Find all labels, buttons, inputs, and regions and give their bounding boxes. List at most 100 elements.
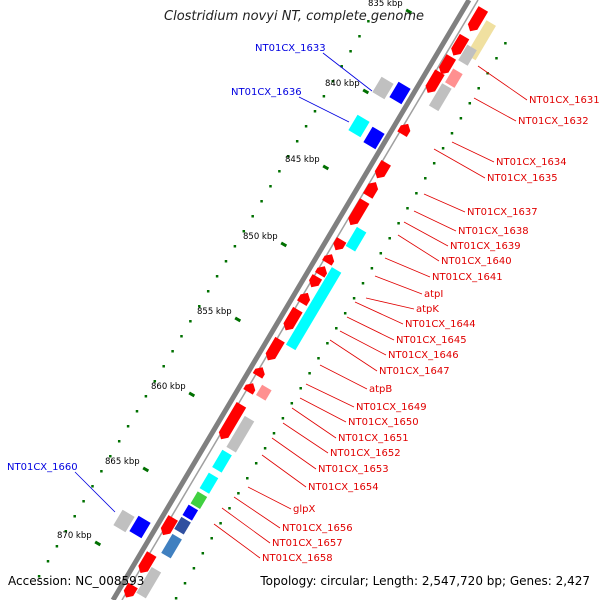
leader-line (299, 397, 347, 423)
gene-feature (428, 83, 452, 112)
tick-dot (254, 462, 258, 465)
gene-feature (161, 533, 182, 559)
gene-label: NT01CX_1636 (231, 87, 302, 98)
tick-dot (313, 110, 317, 113)
gene-feature (315, 266, 328, 278)
tick-dot (37, 575, 41, 578)
map-title: Clostridium novyi NT, complete genome (164, 9, 425, 24)
tick-dot (91, 485, 94, 488)
gene-feature (136, 566, 162, 599)
gene-feature (322, 254, 335, 266)
tick-dot (117, 440, 121, 443)
leader-line (329, 339, 378, 372)
leader-line (271, 437, 317, 470)
leader-line (282, 422, 329, 454)
tick-dot (109, 455, 112, 458)
gene-feature (129, 515, 151, 539)
scale-tick-mark (234, 316, 242, 323)
gene-feature (362, 182, 379, 199)
tick-dot (55, 545, 59, 548)
scale-tick-mark (188, 391, 196, 398)
scale-tick-mark (362, 88, 370, 95)
tick-dot (397, 222, 400, 225)
tick-dot (174, 597, 178, 600)
tick-dot (183, 582, 187, 585)
tick-dot (495, 57, 498, 60)
gene-label: NT01CX_1660 (7, 462, 78, 473)
tick-dot (228, 507, 231, 510)
tick-dot (326, 342, 329, 345)
leader-line (305, 383, 355, 408)
tick-dot (278, 170, 281, 173)
gene-feature (182, 504, 199, 521)
tick-dot (224, 260, 228, 263)
leader-line (413, 210, 457, 232)
scale-ticks: 835 kbp 840 kbp 845 kbp 850 kbp 855 kbp 860 k… (57, 0, 413, 547)
gene-feature (363, 126, 385, 150)
gene-feature (243, 383, 256, 395)
tick-dot (210, 537, 213, 540)
scale-tick-label: 850 kbp (243, 232, 278, 242)
scale-tick-label: 845 kbp (285, 155, 320, 165)
tick-dot (237, 492, 240, 495)
leader-line (365, 297, 415, 310)
tick-dot (295, 140, 299, 143)
tick-dot (281, 417, 285, 420)
gene-feature (123, 582, 138, 598)
tick-dot (352, 297, 356, 300)
scale-tick-label: 855 kbp (197, 307, 232, 317)
gene-label: NT01CX_1647 (379, 366, 450, 377)
tick-dot (388, 237, 391, 240)
scale-tick-mark (280, 241, 288, 248)
tick-dot (504, 42, 507, 45)
tick-dot (459, 117, 463, 120)
gene-label: NT01CX_1654 (308, 482, 379, 493)
topology-text: Topology: circular; Length: 2,547,720 bp… (260, 574, 590, 588)
gene-label: NT01CX_1634 (496, 157, 567, 168)
gene-feature (252, 367, 265, 379)
leader-line (354, 301, 404, 325)
scale-tick-label: 860 kbp (151, 382, 186, 392)
gene-feature (389, 81, 411, 105)
tick-dot (82, 500, 85, 503)
tick-dot (260, 200, 263, 203)
gene-feature (425, 69, 445, 93)
backbone-outer (110, 0, 472, 600)
scale-tick-label: 865 kbp (105, 457, 140, 467)
accession-text: Accession: NC_008593 (8, 574, 145, 588)
gene-feature (256, 384, 272, 401)
leader-line (384, 257, 431, 278)
gene-feature (218, 402, 247, 440)
tick-dot (361, 282, 365, 285)
tick-dot (272, 432, 276, 435)
gene-label: NT01CX_1641 (432, 272, 503, 283)
gene-feature (438, 54, 457, 75)
tick-dot (153, 380, 157, 383)
tick-dot (299, 387, 302, 390)
gene-feature (348, 114, 370, 138)
gene-feature (199, 472, 219, 494)
leader-line (298, 96, 350, 123)
gene-label: NT01CX_1639 (450, 241, 521, 252)
gene-feature (190, 491, 208, 509)
tick-dot (322, 95, 326, 98)
gene-labels: NT01CX_1631 NT01CX_1632 NT01CX_1634 NT01CX_… (7, 43, 600, 564)
leader-line (397, 234, 440, 262)
tick-dot (126, 425, 130, 428)
gene-feature (458, 44, 477, 66)
gene-label: NT01CX_1635 (487, 173, 558, 184)
gene-label: NT01CX_1637 (467, 207, 538, 218)
gene-feature (467, 6, 489, 32)
gene-feature (138, 551, 157, 573)
tick-dot (304, 125, 308, 128)
leader-line (423, 193, 466, 213)
tick-dot (135, 410, 139, 413)
gene-label: NT01CX_1631 (529, 95, 600, 106)
tick-dot (424, 177, 427, 180)
tick-dot (46, 560, 50, 563)
gene-feature (113, 509, 135, 533)
tick-dot (290, 402, 294, 405)
tick-dot (233, 245, 237, 248)
gene-label: NT01CX_1652 (330, 448, 401, 459)
gene-label: NT01CX_1651 (338, 433, 409, 444)
